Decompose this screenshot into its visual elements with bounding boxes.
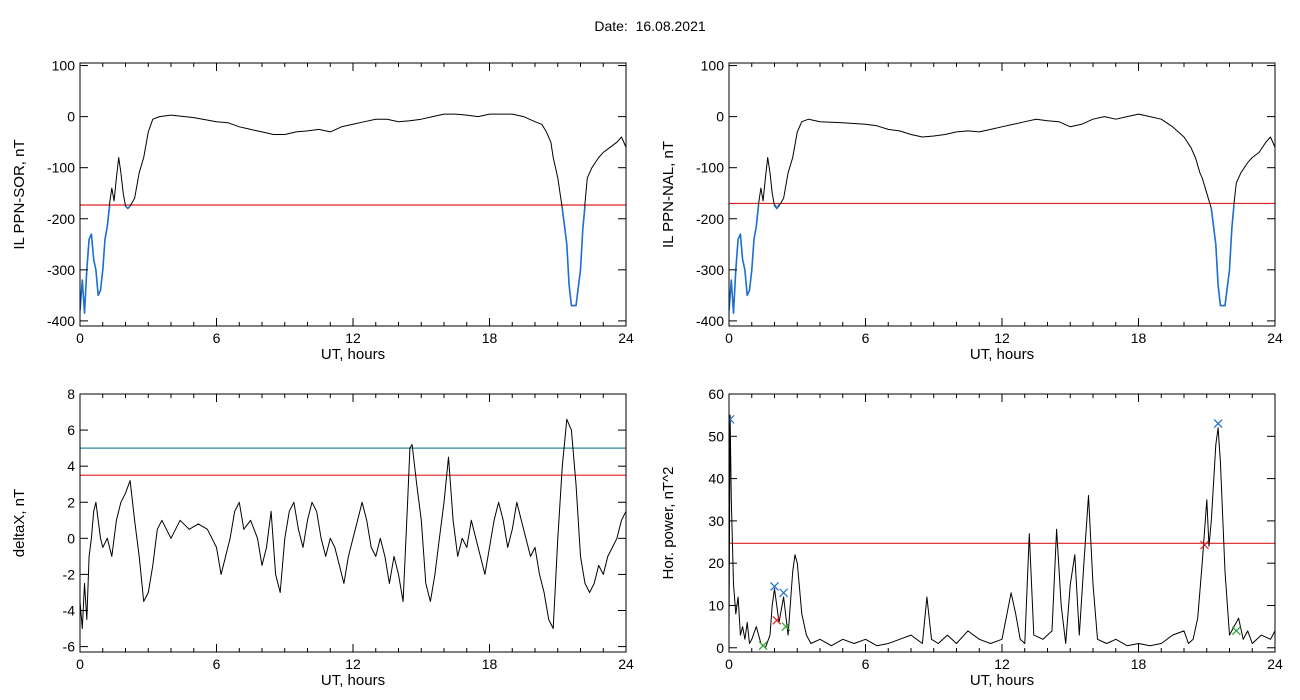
x-tick-label: 12 xyxy=(994,656,1010,672)
series-group xyxy=(729,414,1275,651)
plot-frame xyxy=(79,393,627,653)
y-axis-label: IL PPN-SOR, nT xyxy=(11,139,28,249)
x-tick-label: 24 xyxy=(618,330,634,346)
plot-frame xyxy=(728,393,1276,653)
series-highlight-line xyxy=(124,205,131,210)
y-tick-label: -4 xyxy=(63,603,76,619)
marker-point xyxy=(1200,540,1209,550)
y-tick-label: 100 xyxy=(701,58,725,74)
x-axis-label: UT, hours xyxy=(970,672,1034,689)
x-axis-label: UT, hours xyxy=(321,672,385,689)
series-highlight-line xyxy=(80,205,111,314)
series-highlight-line xyxy=(773,204,780,210)
x-tick-label: 0 xyxy=(725,656,733,672)
x-tick-label: 12 xyxy=(345,656,361,672)
y-tick-label: 20 xyxy=(708,555,724,571)
marker-point xyxy=(758,641,768,651)
x-tick-label: 6 xyxy=(213,656,221,672)
series-group xyxy=(80,113,626,314)
y-tick-label: -100 xyxy=(696,160,724,176)
series-highlight-line xyxy=(729,204,760,314)
y-tick-label: -6 xyxy=(63,639,76,655)
series-line xyxy=(80,418,626,629)
x-tick-label: 0 xyxy=(725,330,733,346)
x-tick-label: 12 xyxy=(994,330,1010,346)
y-tick-label: -300 xyxy=(47,262,75,278)
y-tick-label: 0 xyxy=(67,109,75,125)
marker-point xyxy=(1231,626,1241,636)
marker-point xyxy=(1213,419,1223,429)
chart-hor-power: 0 6 12 18 24 0 10 20 30 40 50 60 UT, hours Hor. power… xyxy=(660,386,1283,689)
series-group xyxy=(80,418,626,629)
plot-frame xyxy=(728,62,1276,327)
y-tick-label: -400 xyxy=(696,313,724,329)
marker-point xyxy=(729,414,735,424)
y-tick-label: 2 xyxy=(67,494,75,510)
series-group xyxy=(729,113,1275,314)
date-label: Date: xyxy=(594,18,628,34)
y-axis-label: Hor. power, nT^2 xyxy=(660,467,677,580)
y-tick-label: 60 xyxy=(708,386,724,402)
x-tick-label: 24 xyxy=(618,656,634,672)
y-tick-label: -400 xyxy=(47,313,75,329)
x-tick-label: 24 xyxy=(1267,656,1283,672)
x-tick-label: 12 xyxy=(345,330,361,346)
series-highlight-line xyxy=(1210,204,1235,307)
series-line xyxy=(80,113,626,314)
y-tick-label: -200 xyxy=(696,211,724,227)
plot-frame xyxy=(79,62,627,327)
y-tick-label: 30 xyxy=(708,513,724,529)
x-tick-label: 18 xyxy=(1131,656,1147,672)
y-axis-label: IL PPN-NAL, nT xyxy=(660,141,677,248)
y-tick-label: -200 xyxy=(47,211,75,227)
x-tick-label: 0 xyxy=(76,656,84,672)
series-line xyxy=(729,414,1275,649)
y-tick-label: 8 xyxy=(67,386,75,402)
y-tick-label: 50 xyxy=(708,428,724,444)
x-tick-label: 18 xyxy=(1131,330,1147,346)
x-tick-label: 6 xyxy=(862,656,870,672)
x-tick-label: 0 xyxy=(76,330,84,346)
y-axis-label: deltaX, nT xyxy=(11,489,28,557)
x-tick-label: 6 xyxy=(213,330,221,346)
chart-ppn-sor: 0 6 12 18 24 -400 -300 -200 -100 0 100 UT, hours IL … xyxy=(11,58,634,363)
x-axis-label: UT, hours xyxy=(321,346,385,363)
y-tick-label: -100 xyxy=(47,160,75,176)
series-line xyxy=(729,113,1275,314)
y-tick-label: -2 xyxy=(63,566,76,582)
x-tick-label: 18 xyxy=(482,656,498,672)
series-highlight-line xyxy=(561,205,586,307)
chart-ppn-nal: 0 6 12 18 24 -400 -300 -200 -100 0 100 UT, hours IL … xyxy=(660,58,1283,363)
y-tick-label: 100 xyxy=(52,58,76,74)
marker-point xyxy=(772,615,782,625)
marker-point xyxy=(770,582,779,591)
x-tick-label: 6 xyxy=(862,330,870,346)
y-tick-label: 0 xyxy=(716,640,724,656)
y-tick-label: 0 xyxy=(716,109,724,125)
figure-title: Date: 16.08.2021 xyxy=(0,18,1300,34)
x-tick-label: 18 xyxy=(482,330,498,346)
y-tick-label: 4 xyxy=(67,458,75,474)
y-tick-label: 10 xyxy=(708,597,724,613)
marker-point xyxy=(779,588,789,598)
x-axis-label: UT, hours xyxy=(970,346,1034,363)
y-tick-label: 40 xyxy=(708,471,724,487)
marker-point xyxy=(781,622,791,632)
y-tick-label: -300 xyxy=(696,262,724,278)
date-value: 16.08.2021 xyxy=(635,18,706,34)
y-tick-label: 6 xyxy=(67,422,75,438)
x-tick-label: 24 xyxy=(1267,330,1283,346)
y-tick-label: 0 xyxy=(67,530,75,546)
